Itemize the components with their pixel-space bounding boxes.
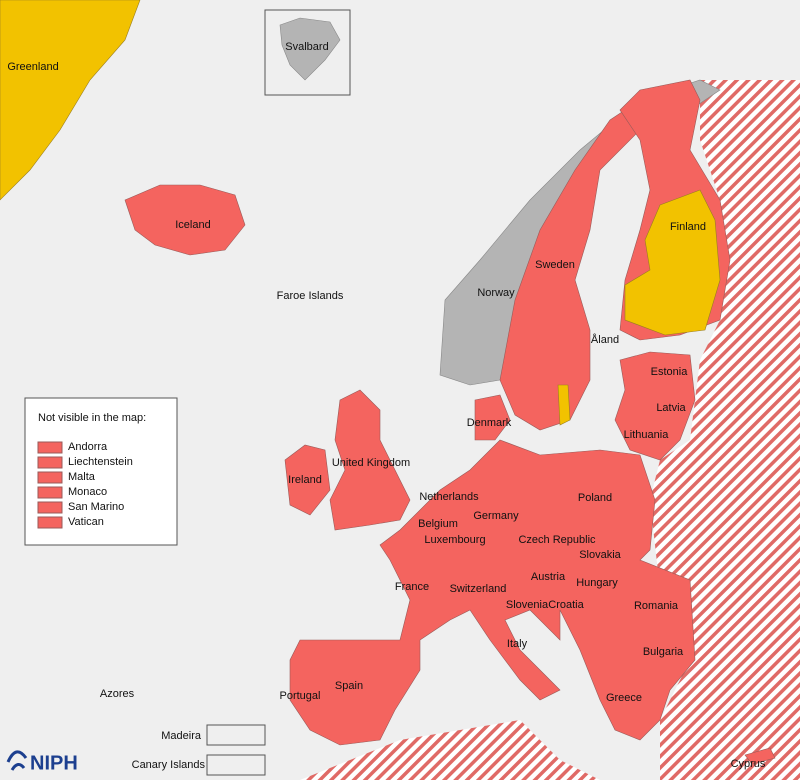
country-label: Netherlands [419, 491, 479, 503]
country-label: Åland [591, 333, 619, 346]
country-label: United Kingdom [332, 457, 410, 469]
legend-swatch [37, 486, 63, 499]
country-label: Lithuania [624, 429, 670, 441]
sweden-shape [499, 109, 641, 431]
country-label: Finland [670, 221, 706, 233]
ireland-shape [284, 444, 331, 516]
legend-title: Not visible in the map: [38, 412, 146, 424]
country-label: Hungary [576, 577, 618, 589]
gotland-shape [557, 384, 571, 426]
country-label: Portugal [280, 690, 321, 702]
country-labels: Greenland Svalbard Iceland Faroe Islands… [7, 41, 766, 771]
uk-shape [329, 389, 411, 531]
legend-item: Andorra [68, 441, 108, 453]
country-label: Czech Republic [518, 534, 596, 546]
country-label: Madeira [161, 730, 202, 742]
logo: NIPH [6, 750, 78, 774]
country-label: France [395, 581, 429, 593]
legend-item: San Marino [68, 501, 124, 513]
country-label: Romania [634, 600, 679, 612]
country-label: Switzerland [450, 583, 507, 595]
continental-europe-shape [289, 439, 696, 746]
country-label: Poland [578, 492, 612, 504]
country-label: Svalbard [285, 41, 328, 53]
country-label: Croatia [548, 599, 584, 611]
country-label: Luxembourg [424, 534, 485, 546]
iceland-shape [124, 184, 246, 256]
greenland-shape [0, 0, 141, 201]
country-label: Italy [507, 638, 528, 650]
country-label: Denmark [467, 417, 512, 429]
legend-item: Liechtenstein [68, 456, 133, 468]
cyprus-shape [744, 747, 776, 765]
country-label: Greece [606, 692, 642, 704]
country-label: Germany [473, 510, 519, 522]
country-label: Slovenia [506, 599, 549, 611]
legend-item: Monaco [68, 486, 107, 498]
non-member-south [300, 720, 600, 780]
country-label: Austria [531, 571, 566, 583]
country-label: Ireland [288, 474, 322, 486]
country-label: Greenland [7, 61, 58, 73]
legend: Not visible in the map: Andorra Liechtens… [24, 397, 178, 546]
country-label: Azores [100, 688, 135, 700]
country-label: Cyprus [731, 758, 766, 770]
country-label: Slovakia [579, 549, 621, 561]
madeira-inset [206, 724, 266, 746]
country-label: Estonia [651, 366, 689, 378]
country-label: Norway [477, 287, 515, 299]
baltics-shape [614, 351, 696, 461]
denmark-shape [474, 394, 511, 441]
legend-swatch [37, 516, 63, 529]
country-label: Spain [335, 680, 363, 692]
country-label: Faroe Islands [277, 290, 344, 302]
legend-swatch [37, 471, 63, 484]
legend-item: Malta [68, 471, 96, 483]
logo-text: NIPH [30, 752, 78, 774]
country-label: Latvia [656, 402, 686, 414]
country-label: Canary Islands [132, 759, 206, 771]
country-label: Bulgaria [643, 646, 684, 658]
svalbard-inset [264, 9, 351, 96]
legend-item: Vatican [68, 516, 104, 528]
country-label: Iceland [175, 219, 210, 231]
canary-inset [206, 754, 266, 776]
legend-swatch [37, 501, 63, 514]
country-label: Belgium [418, 518, 458, 530]
country-label: Sweden [535, 259, 575, 271]
legend-swatch [37, 456, 63, 469]
finland-yellow-regions [624, 189, 721, 336]
legend-swatch [37, 441, 63, 454]
